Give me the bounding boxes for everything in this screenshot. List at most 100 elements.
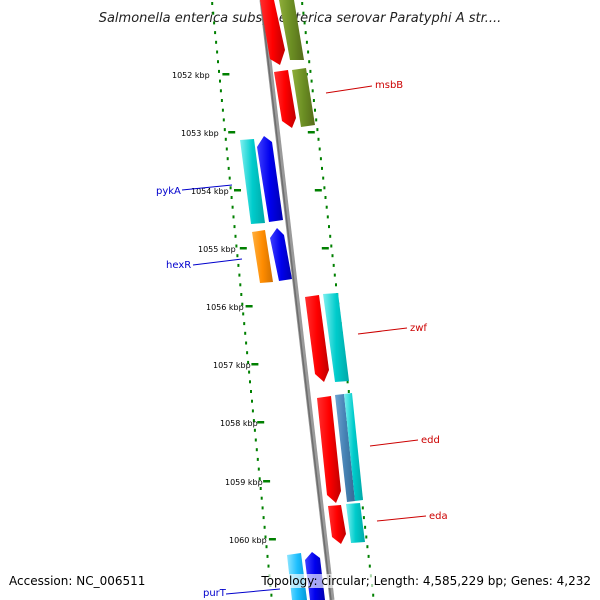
gene-arrow[interactable] — [252, 230, 273, 283]
rail-dot — [258, 477, 261, 481]
gene-arrow[interactable] — [270, 228, 292, 281]
gene-arrow[interactable] — [279, 0, 304, 60]
rail-dot — [251, 399, 253, 403]
rail-dot — [218, 69, 220, 73]
rail-dot — [309, 69, 312, 73]
rail-dot — [301, 2, 304, 5]
gene-label-eda[interactable]: eda — [429, 511, 448, 522]
rail-dot — [368, 564, 371, 568]
rail-dot — [325, 205, 328, 209]
gene-arrow[interactable] — [240, 139, 265, 224]
rail-dot — [244, 331, 247, 335]
gene-label-zwf[interactable]: zwf — [410, 323, 427, 334]
gene-arrow[interactable] — [260, 0, 285, 65]
rail-dot — [316, 128, 319, 132]
rail-dot — [252, 419, 255, 423]
gene-arrow[interactable] — [257, 136, 283, 222]
rail-dot — [223, 128, 226, 132]
rail-dot — [263, 525, 266, 529]
rail-dot — [215, 40, 218, 44]
rail-dot — [318, 147, 321, 151]
major-tick — [251, 363, 259, 366]
rail-dot — [270, 593, 273, 597]
rail-dot — [232, 215, 235, 219]
rail-dot — [346, 380, 349, 384]
tick-label: 1059 kbp — [225, 478, 263, 487]
gene-arrow[interactable] — [305, 295, 329, 382]
rail-dot — [365, 535, 368, 539]
gene-arrow[interactable] — [344, 393, 363, 501]
tick-label: 1057 kbp — [213, 361, 251, 370]
rail-dot — [254, 438, 257, 442]
rail-dot — [332, 263, 335, 267]
rail-dot — [233, 225, 236, 229]
rail-dot — [248, 370, 251, 374]
rail-dot — [217, 60, 219, 64]
rail-dot — [312, 99, 315, 102]
rail-dot — [250, 390, 252, 393]
rail-dot — [331, 254, 334, 258]
rail-dot — [241, 302, 244, 306]
rail-dot — [303, 21, 306, 25]
major-tick — [257, 421, 265, 424]
major-tick — [222, 73, 230, 76]
rail-dot — [229, 186, 232, 190]
rail-dot — [305, 40, 308, 44]
gene-arrow[interactable] — [317, 396, 341, 503]
tick-label: 1052 kbp — [172, 71, 210, 80]
gene-label-msbB[interactable]: msbB — [375, 80, 403, 91]
gene-arrow[interactable] — [346, 503, 365, 543]
gene-arrow[interactable] — [323, 293, 349, 382]
major-tick — [314, 189, 322, 192]
gene-arrow[interactable] — [292, 68, 315, 127]
rail-dot — [234, 234, 237, 238]
gene-arrow[interactable] — [328, 505, 346, 544]
rail-dot — [362, 516, 365, 520]
rail-dot — [333, 273, 336, 277]
rail-dot — [322, 176, 325, 180]
rail-dot — [367, 554, 370, 558]
map-title: Salmonella enterica subsp. enterica sero… — [99, 11, 502, 26]
rail-dot — [243, 322, 246, 326]
rail-dot — [222, 118, 225, 122]
rail-dot — [311, 89, 314, 93]
rail-dot — [230, 196, 233, 199]
rail-dot — [247, 360, 250, 364]
gene-label-pykA[interactable]: pykA — [156, 186, 181, 197]
gene-label-purT[interactable]: purT — [203, 588, 227, 599]
gene-arrow[interactable] — [335, 394, 355, 502]
gene-arrow[interactable] — [274, 70, 296, 128]
gene-label-hexR[interactable]: hexR — [166, 260, 191, 271]
rail-dot — [257, 467, 260, 471]
accession-text: Accession: NC_006511 — [9, 574, 146, 588]
rail-dot — [304, 31, 307, 35]
tick-label: 1055 kbp — [198, 245, 236, 254]
rail-dot — [262, 516, 265, 520]
rail-dot — [219, 79, 221, 83]
tick-label: 1060 kbp — [229, 536, 267, 545]
major-tick — [307, 131, 315, 134]
tick-labels: 1052 kbp 1053 kbp 1054 kbp 1055 kbp 1056… — [172, 71, 267, 545]
rail-dot — [227, 166, 230, 170]
rail-dot — [249, 380, 251, 384]
tick-label: 1053 kbp — [181, 129, 219, 138]
genome-backbone — [259, 0, 335, 600]
rail-dot — [264, 535, 267, 539]
rail-dot — [329, 234, 332, 238]
rail-dot — [261, 506, 264, 510]
rail-dot — [265, 545, 268, 549]
rail-dot — [214, 31, 217, 35]
topology-text: Topology: circular; Length: 4,585,229 bp… — [261, 574, 591, 588]
rail-dot — [236, 254, 239, 258]
rail-dot — [240, 293, 243, 296]
gene-label-edd[interactable]: edd — [421, 435, 440, 446]
rail-dot — [364, 525, 367, 529]
rail-dot — [260, 496, 263, 500]
rail-dot — [308, 60, 311, 64]
rail-dot — [221, 108, 224, 112]
rail-dot — [319, 157, 322, 161]
rail-dot — [324, 196, 327, 199]
rail-dot — [307, 50, 310, 54]
rail-dot — [259, 487, 262, 490]
